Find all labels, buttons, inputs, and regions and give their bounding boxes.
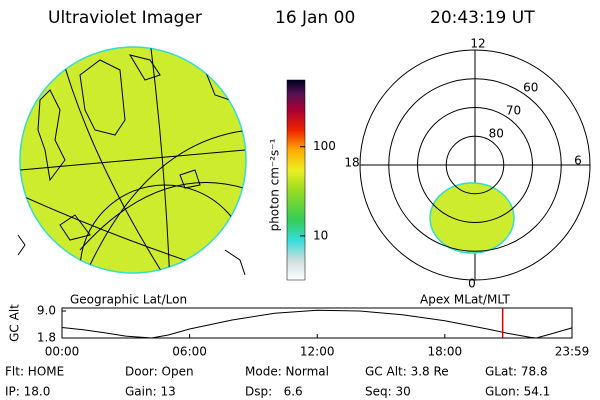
x-tick-label: 06:00 <box>172 345 207 359</box>
altitude-line <box>61 309 573 339</box>
globe <box>17 46 247 276</box>
colorbar-tick-label: 100 <box>313 139 336 153</box>
x-tick-label: 12:00 <box>300 345 335 359</box>
left-caption: Geographic Lat/Lon <box>70 293 187 307</box>
mlt-label: 12 <box>470 37 485 51</box>
plot-frame <box>61 307 573 339</box>
info-field: Dsp: 6.6 <box>245 385 303 399</box>
info-field: Flt: HOME <box>5 365 64 379</box>
date: 16 Jan 00 <box>275 8 355 28</box>
auroral-oval <box>429 182 515 254</box>
info-field: GLat: 78.8 <box>485 365 548 379</box>
info-field: Mode: Normal <box>245 365 329 379</box>
info-field: IP: 18.0 <box>5 385 50 399</box>
title: Ultraviolet Imager <box>48 8 202 28</box>
polar-caption: Apex MLat/MLT <box>420 293 510 307</box>
mlat-label: 80 <box>489 127 504 141</box>
x-tick-label: 00:00 <box>45 345 80 359</box>
mlt-label: 6 <box>574 154 582 168</box>
x-tick-label: 23:59 <box>555 345 590 359</box>
info-field: Seq: 30 <box>365 385 411 399</box>
time: 20:43:19 UT <box>430 8 535 28</box>
outer-ring <box>359 49 591 281</box>
y-tick-label: 1.8 <box>37 331 56 345</box>
x-tick-label: 18:00 <box>428 345 463 359</box>
mlat-ring <box>445 135 505 195</box>
mlat-label: 70 <box>506 104 521 118</box>
colorbar-label: photon cm⁻²s⁻¹ <box>268 138 282 231</box>
info-field: GLon: 54.1 <box>485 385 550 399</box>
mlat-label: 60 <box>523 81 538 95</box>
y-label: GC Alt <box>8 304 22 342</box>
mlat-ring <box>417 107 533 223</box>
y-tick-label: 9.0 <box>37 304 56 318</box>
info-field: GC Alt: 3.8 Re <box>365 365 449 379</box>
mlat-ring <box>388 78 562 252</box>
colorbar <box>286 79 306 281</box>
mlt-label: 18 <box>344 156 359 170</box>
info-field: Door: Open <box>125 365 194 379</box>
polar-plot <box>360 50 590 280</box>
mlt-label: 0 <box>468 277 476 291</box>
colorbar-tick-label: 10 <box>313 228 328 242</box>
info-field: Gain: 13 <box>125 385 176 399</box>
